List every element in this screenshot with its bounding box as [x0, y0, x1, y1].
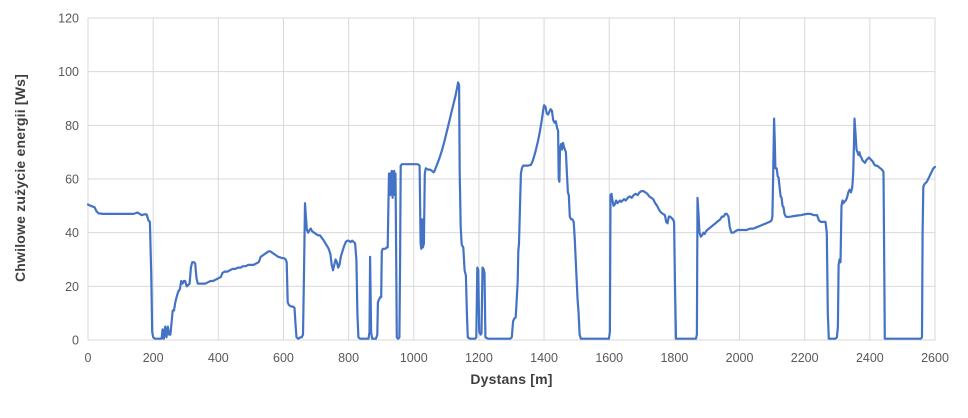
y-tick-label: 20 [65, 280, 79, 294]
energy-line-series [86, 81, 937, 340]
x-tick-label: 1200 [465, 351, 493, 365]
x-tick-label: 800 [338, 351, 359, 365]
y-axis-title: Chwilowe zużycie energii [Ws] [12, 73, 28, 283]
x-tick-label: 2400 [856, 351, 884, 365]
x-tick-label: 2200 [791, 351, 819, 365]
x-tick-label: 2000 [726, 351, 754, 365]
x-tick-label: 1800 [660, 351, 688, 365]
y-tick-label: 120 [58, 12, 79, 26]
x-tick-label: 1000 [400, 351, 428, 365]
x-axis-title: Dystans [m] [470, 371, 553, 387]
x-tick-label: 1600 [595, 351, 623, 365]
x-tick-label: 400 [208, 351, 229, 365]
x-tick-label: 0 [85, 351, 92, 365]
x-tick-label: 200 [143, 351, 164, 365]
x-tick-label: 1400 [530, 351, 558, 365]
y-tick-label: 100 [58, 65, 79, 79]
y-tick-label: 60 [65, 173, 79, 187]
y-tick-label: 40 [65, 226, 79, 240]
x-tick-label: 2600 [921, 351, 949, 365]
y-tick-label: 0 [72, 334, 79, 348]
y-tick-label: 80 [65, 119, 79, 133]
plot-border [87, 17, 936, 341]
x-tick-label: 600 [273, 351, 294, 365]
